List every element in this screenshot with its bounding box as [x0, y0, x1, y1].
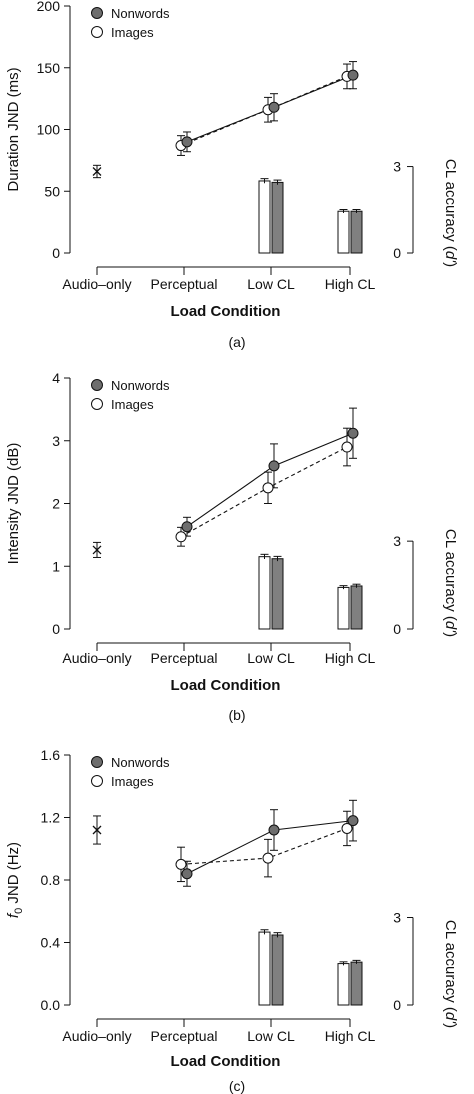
point-nonwords: [347, 427, 359, 439]
y-tick-label: 1.6: [41, 747, 61, 763]
y-tick-label: 0: [52, 621, 60, 637]
panel-caption: (c): [229, 1078, 245, 1094]
chart-panel-2: 0.0 0.4 0.8 1.2 1.6 f0 JND (Hz) Audio–only Perc…: [5, 747, 459, 1094]
point-images: [175, 531, 187, 543]
legend-label-nonwords: Nonwords: [111, 755, 170, 770]
audio-only-point: [92, 545, 102, 555]
x-tick-label: Low CL: [247, 276, 295, 292]
bar-images: [258, 931, 271, 1006]
y-tick-label: 0: [52, 245, 60, 261]
legend-label-images: Images: [111, 397, 154, 412]
y-axis-label: Intensity JND (dB): [5, 443, 22, 565]
x-tick-label: Audio–only: [62, 650, 131, 666]
x-tick-label: Audio–only: [62, 276, 131, 292]
y-tick-label: 100: [37, 122, 61, 138]
legend-marker-images: [91, 398, 103, 410]
right-axis-label: CL accuracy (d'): [442, 159, 459, 267]
x-tick-label: High CL: [325, 650, 376, 666]
point-nonwords: [268, 824, 280, 836]
legend-label-nonwords: Nonwords: [111, 378, 170, 393]
x-axis-label: Load Condition: [171, 677, 281, 694]
right-axis-label: CL accuracy (d'): [442, 529, 459, 637]
bar-images: [258, 180, 271, 254]
y-axis-label: f0 JND (Hz): [5, 842, 25, 918]
right-tick-label: 0: [393, 997, 401, 1013]
x-tick-label: Low CL: [247, 1028, 295, 1044]
y-tick-label: 4: [52, 370, 60, 386]
point-nonwords: [347, 815, 359, 827]
x-tick-label: Perceptual: [151, 1028, 218, 1044]
panel-caption: (b): [228, 707, 245, 723]
point-nonwords: [181, 868, 193, 880]
panel-caption: (a): [228, 334, 245, 350]
bar-nonwords: [271, 558, 284, 630]
bar-nonwords: [350, 585, 363, 630]
audio-only-point: [92, 825, 102, 835]
right-tick-label: 3: [393, 910, 401, 926]
point-nonwords: [181, 136, 193, 148]
legend-label-images: Images: [111, 25, 154, 40]
point-nonwords: [268, 460, 280, 472]
series-line-nonwords: [186, 432, 354, 528]
y-tick-label: 2: [52, 496, 60, 512]
x-tick-label: Audio–only: [62, 1028, 131, 1044]
legend-marker-nonwords: [91, 756, 103, 768]
y-tick-label: 1: [52, 558, 60, 574]
legend-label-nonwords: Nonwords: [111, 6, 170, 21]
bar-nonwords: [350, 210, 363, 254]
legend-marker-images: [91, 26, 103, 38]
legend-marker-images: [91, 775, 103, 787]
right-tick-label: 0: [393, 245, 401, 261]
series-line-images: [180, 446, 348, 538]
point-images: [341, 822, 353, 834]
x-axis-label: Load Condition: [171, 1053, 281, 1070]
y-tick-label: 1.2: [41, 810, 61, 826]
bar-images: [337, 963, 350, 1006]
point-images: [341, 441, 353, 453]
y-tick-label: 0.4: [41, 935, 61, 951]
x-tick-label: Perceptual: [151, 650, 218, 666]
bar-images: [337, 586, 350, 630]
right-axis-label: CL accuracy (d'): [442, 920, 459, 1028]
point-images: [175, 858, 187, 870]
point-nonwords: [347, 69, 359, 81]
legend-marker-nonwords: [91, 7, 103, 19]
right-tick-label: 0: [393, 621, 401, 637]
y-tick-label: 50: [44, 183, 60, 199]
bar-images: [258, 556, 271, 630]
y-tick-label: 0.8: [41, 872, 61, 888]
legend-marker-nonwords: [91, 379, 103, 391]
x-axis-label: Load Condition: [171, 303, 281, 320]
y-tick-label: 150: [37, 60, 61, 76]
point-nonwords: [268, 101, 280, 113]
x-tick-label: Perceptual: [151, 276, 218, 292]
point-nonwords: [181, 521, 193, 533]
y-axis-label: Duration JND (ms): [5, 67, 22, 191]
x-tick-label: High CL: [325, 1028, 376, 1044]
right-tick-label: 3: [393, 533, 401, 549]
x-tick-label: Low CL: [247, 650, 295, 666]
x-tick-label: High CL: [325, 276, 376, 292]
bar-images: [337, 210, 350, 254]
legend-label-images: Images: [111, 774, 154, 789]
point-images: [262, 482, 274, 494]
bar-nonwords: [350, 961, 363, 1006]
bar-nonwords: [271, 181, 284, 254]
bar-nonwords: [271, 934, 284, 1006]
chart-panel-0: 0 50 100 150 200 Duration JND (ms) Audio–only P…: [5, 0, 459, 350]
audio-only-point: [92, 167, 102, 176]
right-tick-label: 3: [393, 159, 401, 175]
y-tick-label: 200: [37, 0, 61, 14]
chart-panel-1: 0 1 2 3 4 Intensity JND (dB) Audio–only Percept…: [5, 370, 459, 723]
y-tick-label: 3: [52, 433, 60, 449]
point-images: [262, 852, 274, 864]
y-tick-label: 0.0: [41, 997, 61, 1013]
